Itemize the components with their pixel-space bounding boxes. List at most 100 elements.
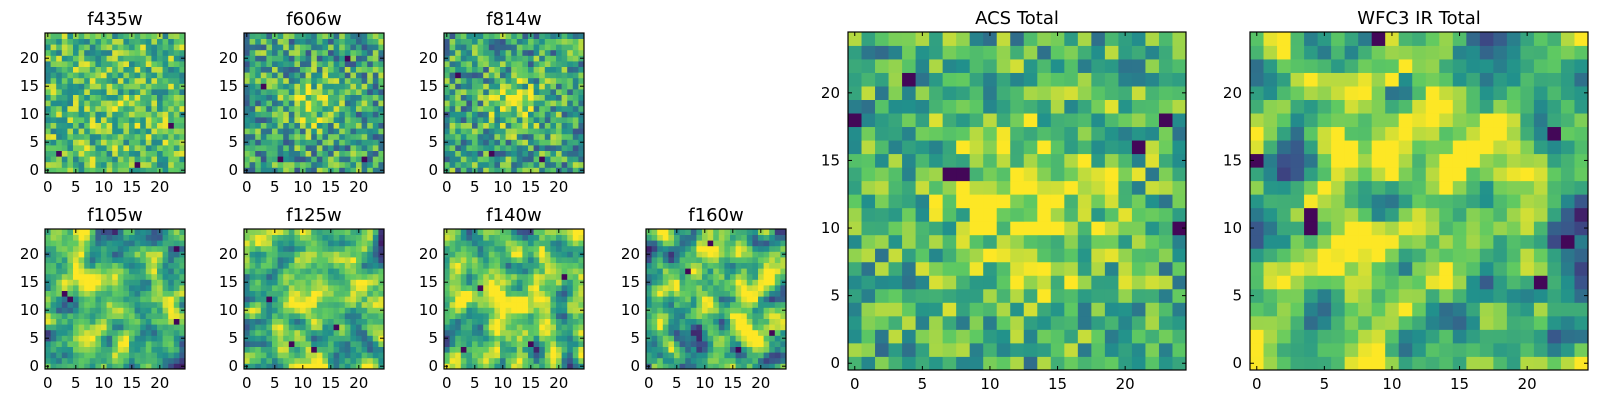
heatmap-cell [735,257,742,263]
x-tick-label: 15 [321,178,340,196]
heatmap-cell [758,245,764,252]
heatmap-cell [134,72,141,79]
heatmap-cell [500,341,506,347]
heatmap-cell [260,352,267,359]
heatmap-cell [455,318,462,325]
heatmap-cell [567,229,574,235]
heatmap-cell [741,296,748,303]
x-tick-label: 5 [470,374,480,392]
heatmap-cell [294,161,301,168]
heatmap-cell [294,357,301,364]
heatmap-cell [1064,329,1079,344]
heatmap-cell [449,341,456,347]
heatmap-cell [572,257,579,263]
heatmap-cell [277,111,284,118]
heatmap-cell [328,133,334,140]
y-tick-label: 0 [428,357,438,375]
heatmap-cell [685,251,692,258]
heatmap-cell [915,275,930,290]
heatmap-cell [724,268,731,275]
heatmap-cell [477,285,484,291]
heatmap-cell [112,352,119,359]
heatmap-cell [168,307,175,314]
heatmap-cell [50,352,57,359]
heatmap-cell [472,150,478,157]
heatmap-cell [283,161,290,168]
heatmap-cell [112,94,119,101]
heatmap-cell [288,234,295,241]
heatmap-cell [333,72,340,79]
heatmap-cell [344,279,351,286]
heatmap-cell [129,324,135,331]
heatmap-cell [444,38,450,45]
heatmap-cell [511,240,518,247]
heatmap-cell [556,234,562,241]
heatmap-cell [311,229,318,235]
heatmap-cell [162,262,169,269]
heatmap-cell [449,44,456,51]
heatmap-cell [466,273,473,280]
heatmap-cell [372,307,379,314]
heatmap-cell [505,251,512,258]
heatmap-cell [1131,194,1146,209]
heatmap-cell [101,122,107,129]
heatmap-cell [1158,194,1173,209]
heatmap-cell [483,257,490,263]
heatmap-cell [356,357,362,364]
heatmap-cell [61,341,68,347]
heatmap-cell [67,105,74,112]
heatmap-cell [61,335,68,342]
heatmap-cell [511,229,518,235]
heatmap-cell [848,167,862,182]
heatmap-cell [300,128,306,135]
heatmap-cell [311,156,318,163]
heatmap-cell [117,341,124,347]
heatmap-cell [367,352,374,359]
heatmap-cell [179,357,186,364]
heatmap-cell [1023,329,1038,344]
heatmap-cell [84,329,91,336]
heatmap-cell [511,94,518,101]
heatmap-cell [255,72,262,79]
heatmap-cell [780,245,787,252]
heatmap-cell [685,273,692,280]
heatmap-cell [477,89,484,95]
heatmap-cell [106,167,113,174]
heatmap-cell [758,307,764,314]
heatmap-cell [561,301,568,308]
heatmap-cell [61,38,68,45]
heatmap-cell [288,77,295,84]
heatmap-cell [316,117,323,123]
heatmap-cell [505,77,512,84]
heatmap-cell [344,105,351,112]
heatmap-cell [157,341,163,347]
heatmap-cell [763,279,770,286]
heatmap-cell [260,285,267,291]
heatmap-cell [339,55,346,62]
heatmap-cell [316,234,323,241]
heatmap-cell [78,301,85,308]
heatmap-cell [311,133,318,140]
heatmap-cell [344,357,351,364]
heatmap-cell [294,341,301,347]
heatmap-cell [735,251,742,258]
heatmap-cell [444,341,450,347]
heatmap-cell [460,234,467,241]
heatmap-cell [707,363,714,370]
heatmap-cell [106,352,113,359]
heatmap-cell [544,145,551,151]
heatmap-cell [151,251,158,258]
heatmap-cell [662,251,669,258]
heatmap-cell [848,248,862,263]
heatmap-cell [316,262,323,269]
heatmap-cell [294,55,301,62]
heatmap-cell [140,44,147,51]
heatmap-cell [255,83,262,90]
heatmap-cell [942,221,957,236]
heatmap-cell [45,357,51,364]
heatmap-cell [361,313,368,319]
heatmap-cell [300,100,306,107]
heatmap-cell [511,133,518,140]
heatmap-cell [300,268,306,275]
heatmap-cell [763,251,770,258]
